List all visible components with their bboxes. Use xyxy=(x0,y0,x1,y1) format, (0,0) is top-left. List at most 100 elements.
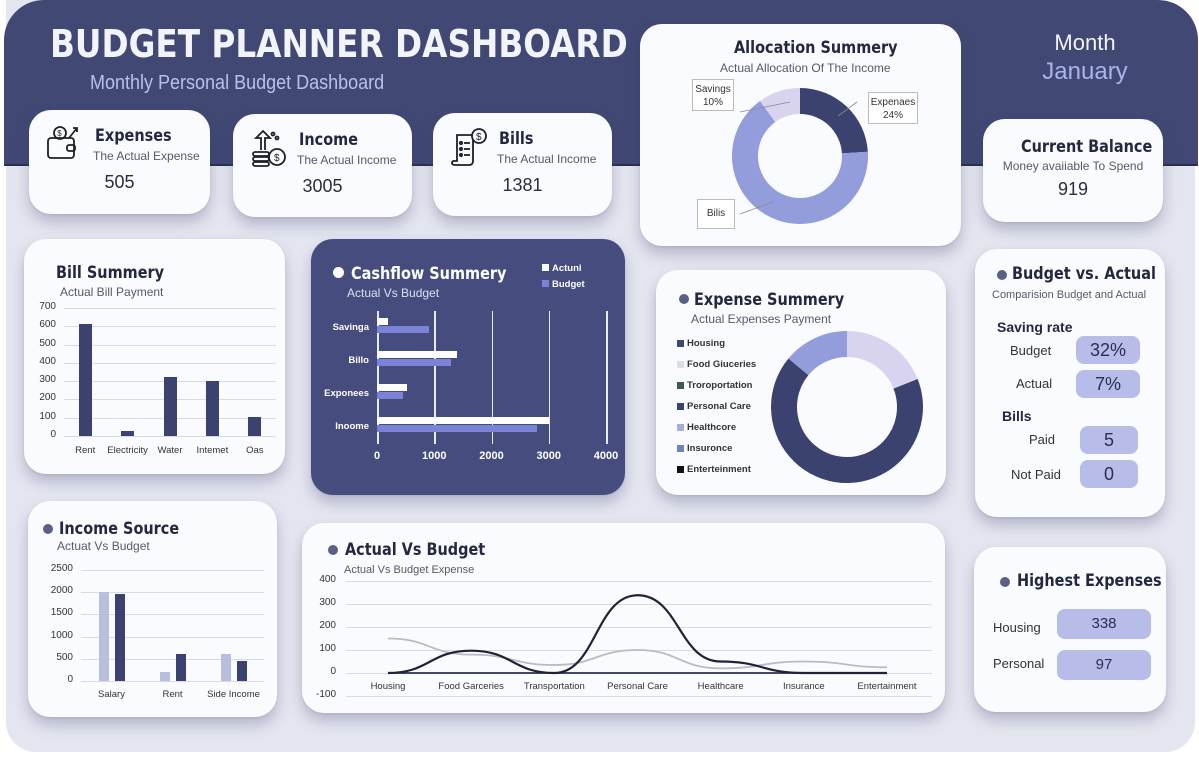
legend-swatch xyxy=(677,339,684,347)
y-axis-label: 400 xyxy=(39,355,56,367)
bar xyxy=(248,416,262,436)
donut-segment-food xyxy=(847,331,918,389)
bills-label-box: Bilis xyxy=(697,199,735,229)
donut-segment-expenses xyxy=(800,88,868,154)
wallet-icon: $ xyxy=(47,126,78,159)
title-bullet xyxy=(328,545,338,555)
kpi-title: Bills xyxy=(499,129,534,149)
legend-label: Food Giuceries xyxy=(687,359,757,370)
gridline xyxy=(606,311,608,444)
bill-summary-bar-chart: 0 100 200 300 400 500 600 700 Rent Electricity Wat… xyxy=(24,239,285,474)
y-axis-label: Exponees xyxy=(324,388,369,400)
card-subtitle: Actual Expenses Payment xyxy=(691,312,832,326)
month-selector[interactable]: January xyxy=(1042,58,1128,85)
bills-not-paid-value: 0 xyxy=(1080,460,1138,488)
card-title: Expense Summery xyxy=(694,290,845,310)
bar xyxy=(114,594,125,681)
gridline xyxy=(346,604,932,605)
income-source-bar-chart: 0 500 1000 1500 2000 2500 Salary Rent Side Incom… xyxy=(28,501,277,717)
bar xyxy=(377,392,404,400)
highest-expense-value: 97 xyxy=(1057,650,1151,680)
legend-item: Personal Care xyxy=(677,401,751,412)
x-axis-label: Water xyxy=(157,445,183,456)
title-bullet xyxy=(333,267,344,278)
bar xyxy=(377,358,452,366)
budget-vs-actual-card: Budget vs. Actual Comparision Budget and… xyxy=(975,249,1165,517)
card-title: Income Source xyxy=(59,519,180,539)
expense-donut-chart xyxy=(771,331,923,483)
kpi-title: Expenses xyxy=(95,126,172,146)
gridline xyxy=(81,658,264,660)
not-paid-label: Not Paid xyxy=(1011,467,1061,482)
legend-label: Housing xyxy=(687,338,725,349)
legend-item: Enterteinment xyxy=(677,464,751,475)
gridline xyxy=(346,627,932,628)
line-series-budget xyxy=(387,637,888,670)
y-axis-label: Savinga xyxy=(332,321,369,333)
legend-label: Enterteinment xyxy=(687,464,751,475)
kpi-subtitle: The Actual Income xyxy=(497,152,597,166)
gridline xyxy=(64,436,276,437)
x-axis-label: Electricity xyxy=(107,445,148,456)
y-axis-label: 300 xyxy=(39,374,56,386)
svg-text:$: $ xyxy=(476,132,482,143)
gridline xyxy=(81,636,264,638)
x-axis-label: Insurance xyxy=(782,681,825,692)
legend-label: Insuronce xyxy=(687,443,733,454)
title-bullet xyxy=(997,270,1007,280)
highest-expense-label: Personal xyxy=(993,656,1045,671)
gridline xyxy=(64,344,276,346)
y-axis-label: 2500 xyxy=(50,563,73,574)
allocation-summary-card: Allocation Summery Actual Allocation Of … xyxy=(640,24,961,246)
x-axis-label: 3000 xyxy=(536,450,561,462)
card-title: Highest Expenses xyxy=(1017,571,1162,591)
bar xyxy=(377,425,538,433)
kpi-subtitle: The Actual Income xyxy=(297,153,397,167)
legend-label: Healthcore xyxy=(687,422,737,433)
gridline xyxy=(81,592,264,594)
y-axis-label: 300 xyxy=(319,597,336,608)
y-axis-label: 1500 xyxy=(50,607,73,619)
y-axis-label: 0 xyxy=(67,674,73,685)
x-axis-label: 1000 xyxy=(422,450,447,462)
y-axis-label: Inoome xyxy=(335,421,369,433)
allocation-donut-chart xyxy=(732,88,868,224)
legend-swatch xyxy=(677,465,684,473)
title-bullet xyxy=(679,294,689,304)
bar xyxy=(159,672,170,681)
legend-item: Troroportation xyxy=(677,380,752,391)
card-subtitle: Comparision Budget and Actual xyxy=(992,289,1147,301)
bar xyxy=(377,417,550,425)
legend-item: Food Giuceries xyxy=(677,359,756,370)
x-axis-label: Transportation xyxy=(523,681,585,692)
savings-label-box: Savings 10% xyxy=(692,79,734,111)
actual-label: Actual xyxy=(1016,376,1053,391)
y-axis-label: 200 xyxy=(319,620,336,631)
gridline xyxy=(346,581,932,582)
line-series-actual xyxy=(387,594,887,675)
current-balance-card: Current Balance Money avaiiable To Spend… xyxy=(983,119,1163,222)
expense-summary-card: Expense Summery Actual Expenses Payment … xyxy=(656,270,946,495)
y-axis-label: 200 xyxy=(39,392,56,404)
gridline xyxy=(81,614,264,616)
kpi-subtitle: The Actual Expense xyxy=(93,149,200,163)
legend-item: Insuronce xyxy=(677,443,732,454)
bar xyxy=(98,592,109,681)
legend-actual: Actunl xyxy=(542,263,582,274)
card-subtitle: Actuat Vs Budget xyxy=(57,539,150,553)
budget-label: Budget xyxy=(1010,343,1052,358)
legend-swatch xyxy=(677,381,684,389)
gridline xyxy=(377,311,379,444)
gridline xyxy=(81,681,264,682)
x-axis-label: Oas xyxy=(246,445,264,456)
y-axis-label: 700 xyxy=(39,301,56,312)
kpi-title: Income xyxy=(299,130,359,150)
card-subtitle: Money avaiiable To Spend xyxy=(1002,159,1144,173)
legend-swatch xyxy=(677,360,684,368)
actual-vs-budget-line-chart: -100 0 100 200 300 400 Housing Food Garceries Tr… xyxy=(302,523,945,713)
card-title: Bill Summery xyxy=(56,263,165,283)
bar xyxy=(220,654,231,681)
bill-receipt-icon: $ xyxy=(451,128,487,166)
x-axis-label: Side Income xyxy=(207,689,260,700)
donut-segment-savings xyxy=(760,88,800,123)
